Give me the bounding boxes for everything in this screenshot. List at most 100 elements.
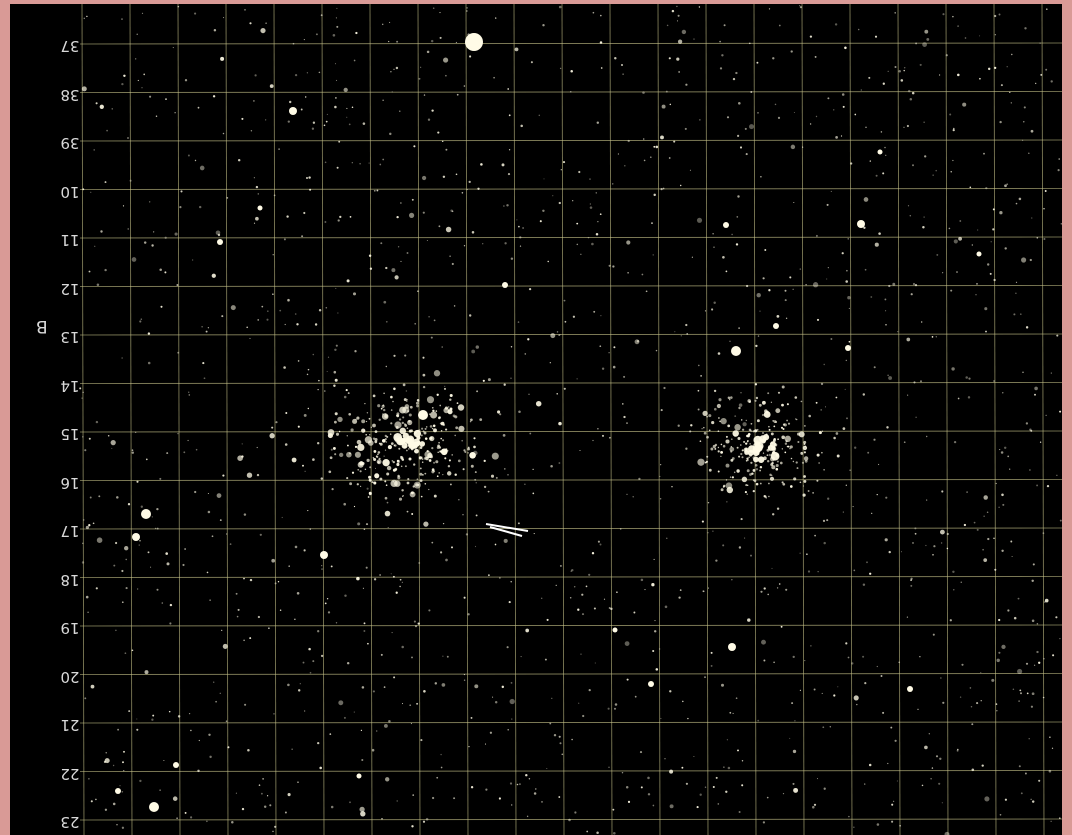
star [345,389,348,392]
star [654,620,656,622]
star [297,360,300,362]
star [680,335,682,337]
star [390,442,394,445]
star [124,652,127,655]
star [169,622,172,625]
star [725,482,733,490]
star [759,482,762,485]
star [385,441,388,443]
star [380,653,383,656]
star [389,433,392,435]
star [737,134,740,137]
star [141,509,151,519]
star [373,481,377,485]
star [499,577,501,579]
row-label: 16 [60,473,80,492]
star [177,351,180,354]
star [356,773,362,779]
star [541,801,543,803]
star [1015,202,1018,205]
star [418,456,422,460]
star [241,117,244,120]
star [612,183,614,185]
star [767,593,770,596]
star [469,420,472,423]
star [956,748,959,751]
star [1038,661,1041,664]
star [260,28,266,34]
star [613,346,616,349]
star [717,803,720,805]
star [652,254,654,256]
star [428,459,432,462]
star [579,450,581,451]
star [128,710,131,713]
star [396,414,400,418]
star [793,477,797,481]
star [940,529,945,535]
star [418,77,421,80]
star [349,216,352,218]
star [668,57,671,60]
star [852,506,854,508]
star [827,497,830,500]
star [853,569,856,572]
star [403,398,407,402]
star [952,570,955,574]
star [1019,689,1022,692]
star [853,826,855,828]
star [351,106,354,108]
star [244,703,247,706]
star [257,205,263,211]
star [479,418,483,421]
star [982,548,984,551]
star [815,401,818,404]
star [362,122,366,125]
row-label: 37 [60,37,80,55]
star [445,558,448,562]
star [816,479,819,482]
star [431,541,434,544]
star [720,488,724,492]
star [849,469,851,471]
star [257,319,260,321]
star [253,177,255,179]
star [1031,800,1035,803]
star [842,427,846,430]
star [424,451,432,459]
star [272,830,274,833]
star [571,738,573,741]
star [738,406,741,410]
star [759,469,762,472]
star [532,468,534,470]
star [164,271,167,274]
star [725,270,728,273]
star [458,425,465,432]
star [389,132,392,136]
star [81,86,87,92]
star [116,824,118,826]
star [747,445,756,453]
star [335,17,337,19]
star [767,460,770,463]
star [732,430,739,437]
star [378,457,381,460]
star [490,474,495,478]
star [722,544,725,547]
star [744,537,746,539]
star [625,785,629,789]
star [599,41,603,44]
star [411,513,414,515]
star [753,479,757,483]
star [433,428,437,433]
star [845,345,851,351]
star [198,739,200,742]
star [323,124,326,127]
star [622,403,624,405]
star [678,596,681,599]
star [315,33,318,36]
star [166,452,169,455]
star [571,569,574,572]
star [177,5,180,8]
